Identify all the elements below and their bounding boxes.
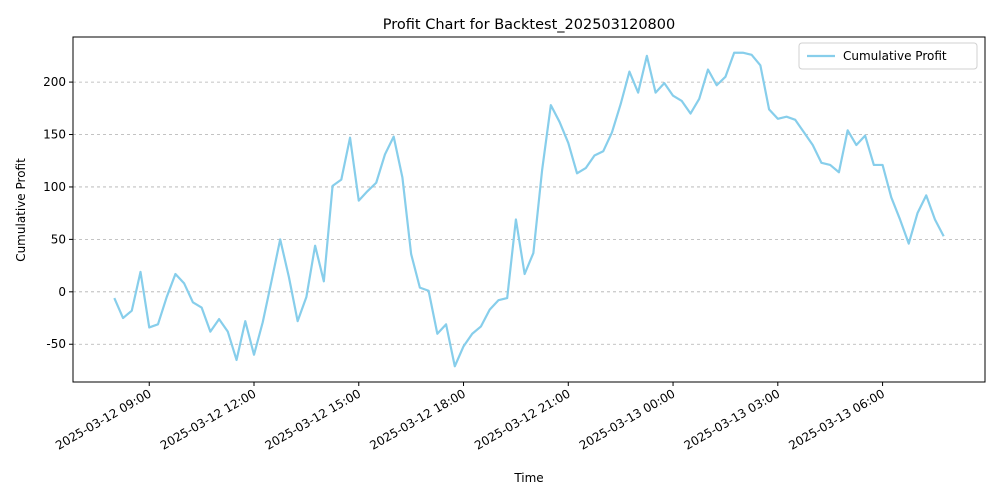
x-tick-label: 2025-03-12 18:00 [367,386,468,452]
y-tick-label: 0 [58,285,66,299]
legend-box [798,42,978,70]
data-line [113,51,945,368]
plot-frame [72,36,986,383]
y-tick-label: -50 [46,337,66,351]
y-tick-label: 50 [51,232,66,246]
x-tick-label: 2025-03-12 21:00 [472,386,573,452]
y-tick-label: 100 [43,180,66,194]
x-tick-label: 2025-03-13 00:00 [577,386,678,452]
y-axis-label: Cumulative Profit [14,158,28,262]
x-tick-label: 2025-03-13 06:00 [786,386,887,452]
x-tick-label: 2025-03-13 03:00 [682,386,783,452]
x-tick-label: 2025-03-12 09:00 [53,386,154,452]
y-tick-label: 150 [43,128,66,142]
x-axis-label: Time [513,471,543,485]
x-tick-label: 2025-03-12 15:00 [263,386,364,452]
legend: Cumulative Profit [798,42,978,70]
y-tick-label: 200 [43,75,66,89]
legend-label: Cumulative Profit [843,49,947,63]
chart-title: Profit Chart for Backtest_202503120800 [383,17,675,33]
x-tick-label: 2025-03-12 12:00 [158,386,259,452]
